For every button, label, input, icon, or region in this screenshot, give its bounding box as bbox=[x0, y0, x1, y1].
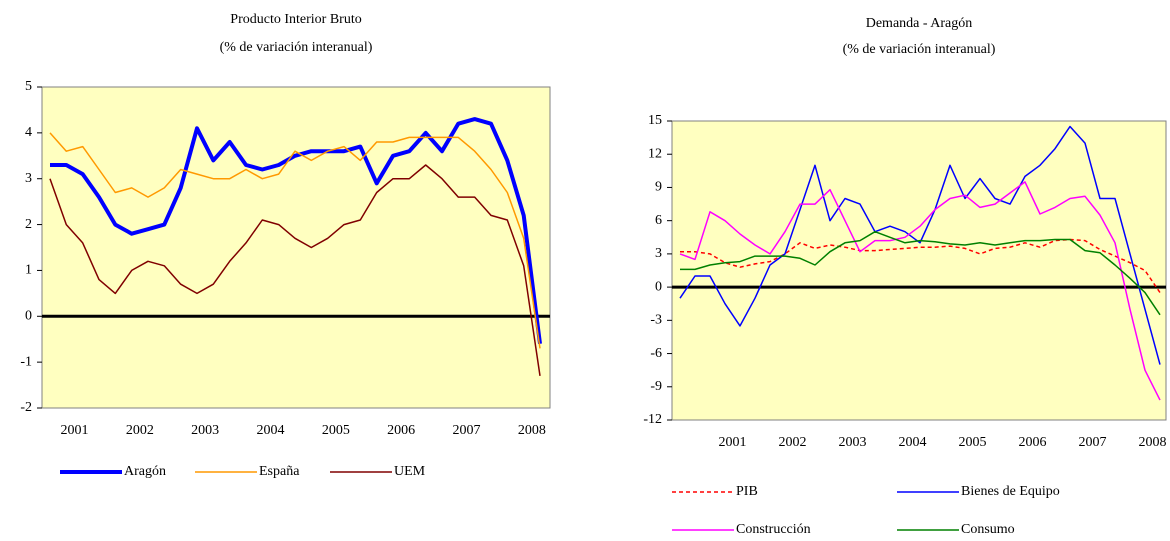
x-tick-label: 2007 bbox=[453, 423, 481, 438]
legend-label: España bbox=[259, 464, 300, 479]
x-tick-label: 2002 bbox=[126, 423, 154, 438]
y-tick-label: 4 bbox=[25, 125, 32, 140]
x-tick-label: 2004 bbox=[899, 435, 927, 450]
series-line bbox=[49, 132, 541, 349]
series-line bbox=[680, 230, 1161, 316]
y-tick-label: 1 bbox=[25, 263, 32, 278]
y-tick-label: -3 bbox=[650, 313, 662, 328]
legend-label: Consumo bbox=[961, 522, 1015, 537]
x-tick-label: 2003 bbox=[839, 435, 867, 450]
y-tick-label: 9 bbox=[655, 180, 662, 195]
x-tick-label: 2001 bbox=[719, 435, 747, 450]
x-tick-label: 2005 bbox=[322, 423, 350, 438]
plot-area bbox=[41, 86, 551, 409]
chart-title: Demanda - Aragón bbox=[866, 16, 973, 31]
x-tick-label: 2008 bbox=[1139, 435, 1167, 450]
legend-label: Construcción bbox=[736, 522, 811, 537]
legend-label: UEM bbox=[394, 464, 426, 479]
series-line bbox=[680, 238, 1161, 294]
x-tick-label: 2003 bbox=[191, 423, 219, 438]
y-tick-label: 12 bbox=[648, 146, 662, 161]
x-tick-label: 2002 bbox=[779, 435, 807, 450]
x-tick-label: 2001 bbox=[61, 423, 89, 438]
x-tick-label: 2005 bbox=[959, 435, 987, 450]
y-tick-label: -6 bbox=[650, 346, 662, 361]
legend-label: Aragón bbox=[124, 464, 166, 479]
y-tick-label: 2 bbox=[25, 217, 32, 232]
y-tick-label: 0 bbox=[655, 279, 662, 294]
chart-subtitle: (% de variación interanual) bbox=[220, 40, 373, 55]
y-tick-label: 0 bbox=[25, 309, 32, 324]
series-line bbox=[49, 164, 541, 377]
y-tick-label: -1 bbox=[20, 354, 32, 369]
x-tick-label: 2007 bbox=[1079, 435, 1107, 450]
y-tick-label: 15 bbox=[648, 113, 662, 128]
series-line bbox=[50, 117, 542, 345]
x-tick-label: 2008 bbox=[518, 423, 546, 438]
y-tick-label: 3 bbox=[25, 171, 32, 186]
y-tick-label: 6 bbox=[655, 213, 662, 228]
y-tick-label: -12 bbox=[643, 412, 662, 427]
series-line bbox=[679, 181, 1161, 401]
y-tick-label: 3 bbox=[655, 246, 662, 261]
chart-subtitle: (% de variación interanual) bbox=[843, 42, 996, 57]
x-tick-label: 2006 bbox=[1019, 435, 1047, 450]
x-tick-label: 2004 bbox=[257, 423, 285, 438]
chart-title: Producto Interior Bruto bbox=[230, 12, 361, 27]
legend-label: PIB bbox=[736, 484, 758, 499]
legend-label: Bienes de Equipo bbox=[961, 484, 1060, 499]
series-line bbox=[679, 125, 1161, 365]
y-tick-label: -9 bbox=[650, 379, 662, 394]
x-tick-label: 2006 bbox=[387, 423, 415, 438]
y-tick-label: -2 bbox=[20, 400, 32, 415]
plot-area bbox=[671, 120, 1167, 421]
y-tick-label: 5 bbox=[25, 79, 32, 94]
